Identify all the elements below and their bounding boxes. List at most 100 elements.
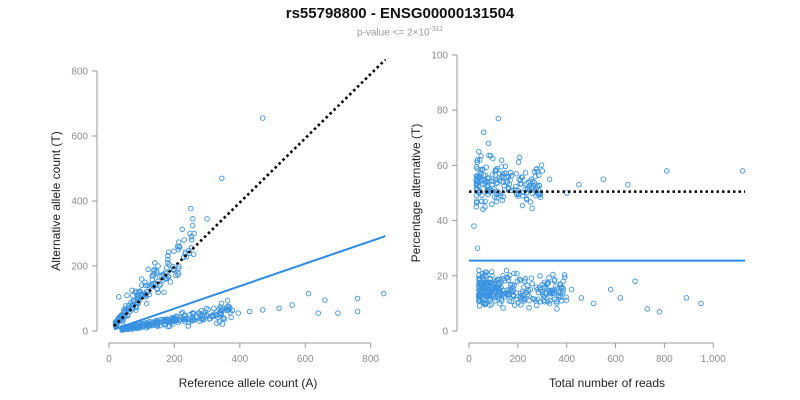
data-point: [221, 316, 227, 322]
data-point: [511, 302, 518, 308]
data-point: [188, 234, 195, 240]
data-point: [476, 303, 483, 309]
data-point: [156, 273, 163, 280]
y-tick-label: 400: [71, 197, 88, 208]
data-point: [511, 270, 517, 277]
data-point: [527, 199, 534, 205]
data-point: [142, 282, 149, 289]
x-tick-label: 0: [106, 354, 112, 365]
data-point: [492, 281, 498, 287]
data-point: [477, 157, 483, 163]
data-point: [555, 292, 562, 299]
data-point: [473, 204, 480, 210]
data-point: [527, 286, 534, 293]
subtitle-prefix: p-value <= 2×10: [356, 27, 430, 39]
data-point: [133, 307, 139, 313]
data-point: [568, 286, 575, 293]
data-point: [558, 298, 565, 304]
data-point: [532, 188, 539, 195]
data-point: [143, 300, 150, 307]
data-point: [160, 317, 166, 323]
data-point: [514, 270, 520, 277]
data-point: [219, 321, 226, 327]
data-point: [129, 287, 135, 294]
data-point: [151, 319, 158, 326]
data-point: [482, 204, 488, 210]
data-point: [191, 230, 197, 237]
data-point: [545, 279, 552, 286]
data-point: [644, 306, 651, 312]
data-point: [533, 302, 540, 309]
data-point: [496, 292, 502, 299]
data-point: [204, 216, 210, 222]
y-tick-label: 80: [437, 106, 449, 117]
data-point: [547, 298, 553, 304]
data-point: [533, 192, 539, 199]
data-point: [617, 295, 624, 301]
data-point: [143, 291, 149, 297]
data-point: [526, 297, 532, 304]
x-tick-label: 200: [510, 354, 527, 365]
data-point: [190, 317, 196, 324]
data-point: [496, 171, 503, 177]
data-point: [504, 274, 510, 281]
data-point: [494, 276, 501, 283]
data-point: [600, 176, 607, 182]
data-point: [185, 323, 192, 329]
x-tick-label: 400: [231, 354, 248, 365]
data-point: [499, 298, 505, 304]
data-point: [515, 159, 522, 165]
data-point: [522, 169, 529, 176]
data-point: [523, 195, 530, 202]
data-point: [475, 179, 481, 185]
data-point: [152, 260, 158, 266]
data-point: [487, 275, 493, 282]
data-point: [698, 300, 704, 307]
data-point: [489, 172, 496, 178]
data-point: [142, 320, 148, 327]
data-point: [541, 299, 548, 305]
data-point: [190, 216, 196, 222]
x-tick-label: 200: [166, 354, 183, 365]
data-point: [495, 115, 502, 122]
data-point: [228, 314, 234, 321]
data-point: [170, 263, 176, 270]
data-point: [501, 293, 508, 300]
fitted-ratio-line: [113, 235, 386, 331]
data-point: [563, 297, 570, 303]
data-point: [476, 190, 482, 196]
data-point: [246, 308, 253, 315]
data-point: [145, 323, 152, 330]
y-tick-label: 800: [71, 67, 88, 78]
data-point: [537, 273, 543, 279]
data-point: [476, 148, 482, 155]
x-tick-label: 800: [656, 354, 673, 365]
data-point: [480, 129, 487, 136]
data-point: [485, 182, 491, 189]
y-tick-label: 0: [442, 327, 448, 338]
data-point: [164, 264, 170, 271]
data-point: [134, 325, 141, 331]
x-tick-label: 400: [558, 354, 575, 365]
data-point: [116, 294, 122, 300]
data-point: [190, 310, 197, 317]
data-point: [180, 254, 187, 260]
y-tick-label: 600: [71, 132, 88, 143]
data-point: [165, 256, 171, 263]
data-point: [537, 192, 543, 198]
data-point: [563, 190, 570, 196]
data-point: [625, 181, 631, 188]
data-point: [519, 174, 526, 181]
data-point: [560, 287, 566, 294]
data-point: [218, 300, 225, 307]
data-point: [512, 183, 519, 190]
data-point: [553, 298, 560, 305]
data-point: [532, 173, 539, 180]
data-point: [354, 308, 361, 315]
axis-ticks: 0 200 400 600 800 0 200 400 600 800: [71, 67, 379, 366]
x-axis-title: Reference allele count (A): [179, 376, 318, 390]
data-point: [179, 226, 185, 233]
data-point: [683, 295, 690, 301]
